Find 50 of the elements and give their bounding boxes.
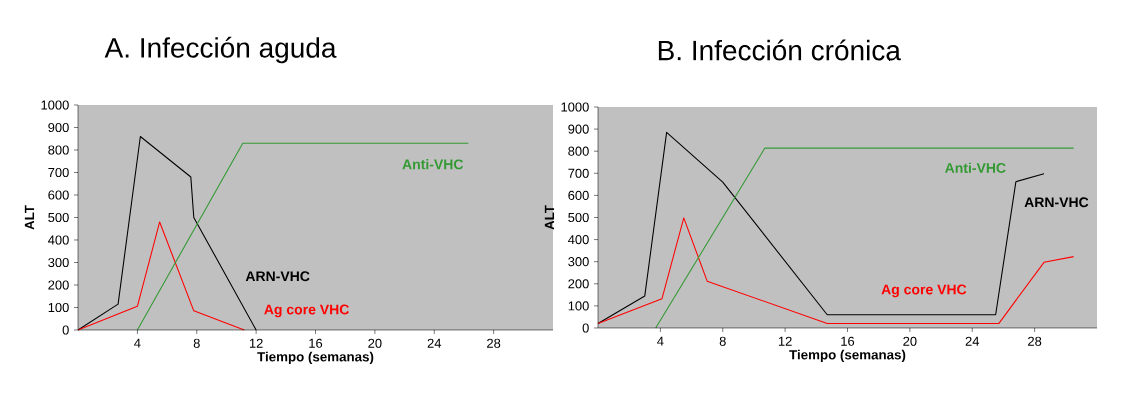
line-series xyxy=(597,217,1075,325)
y-tick-label: 0 xyxy=(62,325,69,335)
series-label: Ag core VHC xyxy=(264,304,349,318)
series-label: Ag core VHC xyxy=(881,284,967,298)
x-axis-title: Tiempo (semanas) xyxy=(789,349,906,363)
y-tick-label: 700 xyxy=(568,168,589,178)
y-tick-label: 0 xyxy=(582,323,589,333)
y-tick-label: 700 xyxy=(48,167,69,178)
y-tick-label: 1000 xyxy=(41,100,69,110)
y-tick-label: 900 xyxy=(568,124,589,134)
x-tick-label: 28 xyxy=(487,338,501,348)
x-tick-label: 12 xyxy=(778,336,792,346)
x-tick-label: 4 xyxy=(657,336,664,346)
y-tick-label: 400 xyxy=(48,235,69,245)
chart-title: B. Infección crónica xyxy=(658,39,901,61)
x-tick-label: 8 xyxy=(193,338,200,348)
y-tick-label: 900 xyxy=(48,122,69,133)
y-tick-label: 100 xyxy=(48,302,69,313)
x-tick-label: 24 xyxy=(427,338,442,348)
x-tick-label: 12 xyxy=(249,338,263,348)
y-tick-label: 800 xyxy=(568,146,589,156)
x-tick-label: 4 xyxy=(134,338,141,348)
x-axis-title: Tiempo (semanas) xyxy=(257,351,374,365)
series-label: ARN-VHC xyxy=(1024,197,1089,208)
y-tick-label: 600 xyxy=(48,190,69,200)
y-tick-label: 100 xyxy=(568,301,589,311)
y-tick-label: 200 xyxy=(568,279,589,289)
y-tick-label: 600 xyxy=(568,190,589,200)
y-tick-label: 800 xyxy=(48,145,69,155)
series-label: ARN-VHC xyxy=(245,271,310,282)
x-tick-label: 16 xyxy=(841,336,855,346)
x-tick-label: 24 xyxy=(965,336,980,346)
y-tick-label: 400 xyxy=(568,235,589,245)
x-tick-label: 16 xyxy=(309,338,323,348)
x-tick-label: 20 xyxy=(368,338,382,348)
x-tick-label: 8 xyxy=(719,336,726,346)
y-tick-label: 500 xyxy=(48,212,69,223)
x-tick-label: 20 xyxy=(903,336,917,346)
y-tick-label: 1000 xyxy=(561,102,589,112)
line-series xyxy=(77,221,245,331)
x-tick-label: 28 xyxy=(1028,336,1042,346)
y-axis-title: ALT xyxy=(24,205,35,230)
series-label: Anti-VHC xyxy=(402,159,464,170)
y-tick-label: 200 xyxy=(48,280,69,290)
y-tick-label: 500 xyxy=(568,212,589,223)
y-tick-label: 300 xyxy=(568,257,589,267)
y-tick-label: 300 xyxy=(48,257,69,268)
y-axis-title: ALT xyxy=(544,205,555,230)
chart-title: A. Infección aguda xyxy=(104,36,337,64)
series-label: Anti-VHC xyxy=(945,162,1006,173)
